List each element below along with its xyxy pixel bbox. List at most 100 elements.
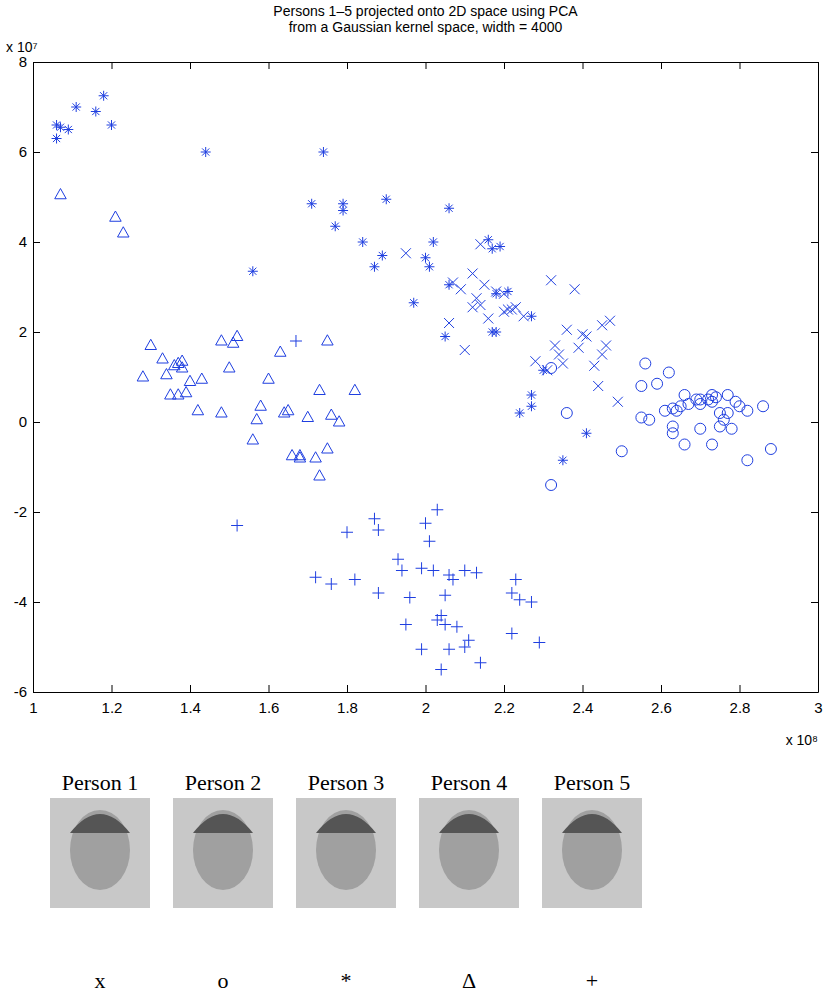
point [593, 381, 603, 391]
tick [740, 62, 741, 69]
point [765, 444, 776, 455]
point [251, 414, 263, 424]
point [310, 452, 322, 462]
point [423, 535, 435, 547]
point [444, 203, 454, 213]
point [330, 221, 340, 231]
point [416, 562, 428, 574]
point [459, 641, 471, 653]
chart: Persons 1–5 projected onto 2D space usin… [0, 0, 825, 1005]
point [558, 455, 568, 465]
point [487, 244, 497, 254]
point [468, 269, 478, 279]
tick-mark [190, 685, 191, 692]
point [574, 343, 584, 353]
tick-mark [811, 62, 818, 63]
tick: 2 [422, 685, 430, 716]
point [368, 513, 380, 525]
point [404, 592, 416, 604]
point [683, 399, 694, 410]
tick-mark [504, 685, 505, 692]
y-axis: -6-4-202468 [14, 53, 40, 700]
point [546, 480, 557, 491]
tick-mark [33, 242, 40, 243]
series [231, 335, 545, 676]
point [275, 346, 287, 356]
tick-mark [583, 62, 584, 69]
tick [190, 62, 191, 69]
point [546, 275, 556, 285]
point [570, 284, 580, 294]
tick-mark [33, 602, 40, 603]
person-name: Person 2 [185, 770, 261, 795]
tick: 2.6 [651, 685, 672, 716]
tick-mark [426, 685, 427, 692]
tick-mark [33, 62, 40, 63]
point [659, 405, 670, 416]
tick: 1.8 [337, 685, 358, 716]
photo-placeholder [542, 798, 642, 908]
point [118, 227, 129, 237]
tick-mark [811, 152, 818, 153]
point [561, 408, 572, 419]
point [55, 189, 67, 199]
tick-mark [347, 62, 348, 69]
y-axis-right [811, 63, 819, 693]
point [667, 421, 678, 432]
tick-label: 6 [19, 143, 27, 160]
key: Person 1xPerson 2oPerson 3*Person 4ΔPers… [50, 770, 642, 993]
tick: 1.4 [180, 685, 201, 716]
point [392, 553, 404, 565]
tick [583, 62, 584, 69]
photo-placeholder [173, 798, 273, 908]
title: Persons 1–5 projected onto 2D space usin… [273, 3, 578, 35]
photo-hair [193, 814, 253, 833]
photo-frame [542, 798, 642, 908]
tick: 2.4 [573, 685, 594, 716]
tick-label: 1.2 [102, 699, 123, 716]
tick-mark [740, 62, 741, 69]
point [326, 409, 338, 419]
tick [811, 332, 818, 333]
point [526, 390, 536, 400]
point [581, 428, 591, 438]
point [515, 408, 525, 418]
point [322, 335, 334, 345]
tick: 0 [19, 413, 40, 430]
point [447, 574, 459, 586]
point [431, 504, 443, 516]
point [562, 325, 572, 335]
point [530, 356, 540, 366]
photo-face [70, 810, 130, 890]
point [314, 384, 326, 394]
tick-mark [811, 602, 818, 603]
point [510, 574, 522, 586]
tick [811, 422, 818, 423]
point [91, 107, 101, 117]
tick-mark [269, 62, 270, 69]
point [325, 578, 337, 590]
axis-line [34, 692, 819, 693]
point [71, 102, 81, 112]
point [421, 253, 431, 263]
tick [811, 512, 818, 513]
tick-label: 2 [422, 699, 430, 716]
photo-face [562, 810, 622, 890]
point [679, 439, 690, 450]
point [506, 587, 518, 599]
point [526, 401, 536, 411]
series [401, 239, 623, 407]
y-scale-label: x 10⁷ [6, 39, 38, 55]
tick-mark [112, 62, 113, 69]
tick-label: 2.2 [494, 699, 515, 716]
point [314, 470, 326, 480]
point [742, 405, 753, 416]
point [491, 327, 501, 337]
point [157, 353, 169, 363]
tick [112, 62, 113, 69]
photo-hair [439, 814, 499, 833]
series [546, 358, 777, 491]
point [428, 237, 438, 247]
point [99, 91, 109, 101]
x-axis-top [34, 62, 819, 69]
